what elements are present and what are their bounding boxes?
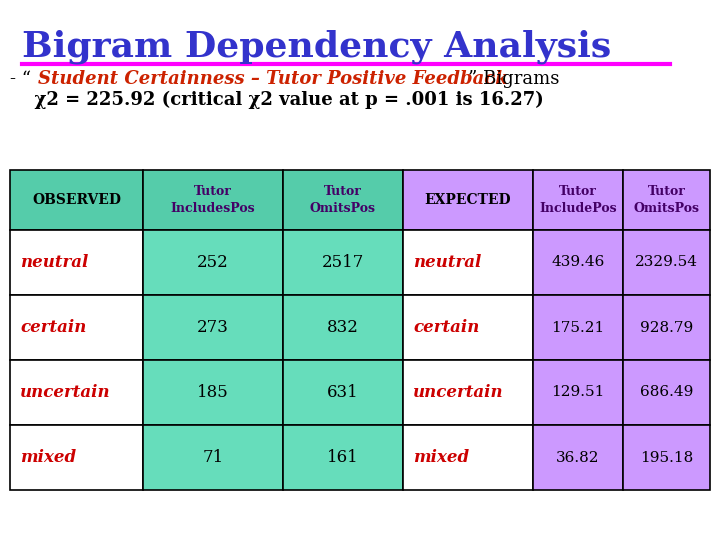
Text: χ2 = 225.92 (critical χ2 value at p = .001 is 16.27): χ2 = 225.92 (critical χ2 value at p = .0… <box>22 91 544 109</box>
Bar <box>533 170 623 230</box>
Bar <box>623 230 710 295</box>
Text: ” Bigrams: ” Bigrams <box>468 70 559 88</box>
Bar <box>10 295 143 360</box>
Text: 161: 161 <box>327 449 359 466</box>
Bar <box>143 230 283 295</box>
Bar <box>533 425 623 490</box>
Text: Bigram Dependency Analysis: Bigram Dependency Analysis <box>22 30 611 64</box>
Bar <box>403 360 533 425</box>
Bar <box>283 230 403 295</box>
Bar <box>143 170 283 230</box>
Bar <box>403 230 533 295</box>
Bar <box>533 230 623 295</box>
Text: 175.21: 175.21 <box>552 321 605 334</box>
Text: 185: 185 <box>197 384 229 401</box>
Text: 129.51: 129.51 <box>552 386 605 400</box>
Text: 273: 273 <box>197 319 229 336</box>
Bar <box>403 425 533 490</box>
Text: Tutor
OmitsPos: Tutor OmitsPos <box>634 185 700 215</box>
Text: 832: 832 <box>327 319 359 336</box>
Text: uncertain: uncertain <box>413 384 503 401</box>
Bar <box>533 295 623 360</box>
Text: 631: 631 <box>327 384 359 401</box>
Bar <box>623 360 710 425</box>
Bar <box>283 360 403 425</box>
Bar <box>283 170 403 230</box>
Text: Tutor
IncludePos: Tutor IncludePos <box>539 185 617 215</box>
Bar <box>10 230 143 295</box>
Text: certain: certain <box>413 319 480 336</box>
Text: uncertain: uncertain <box>20 384 111 401</box>
Bar <box>283 425 403 490</box>
Bar <box>533 360 623 425</box>
Bar <box>143 295 283 360</box>
Text: 2329.54: 2329.54 <box>635 255 698 269</box>
Bar <box>143 425 283 490</box>
Text: mixed: mixed <box>413 449 469 466</box>
Bar <box>623 425 710 490</box>
Bar <box>143 360 283 425</box>
Text: Tutor
OmitsPos: Tutor OmitsPos <box>310 185 376 215</box>
Text: certain: certain <box>20 319 86 336</box>
Bar <box>403 170 533 230</box>
Text: 252: 252 <box>197 254 229 271</box>
Text: 195.18: 195.18 <box>640 450 693 464</box>
Text: 2517: 2517 <box>322 254 364 271</box>
Text: EXPECTED: EXPECTED <box>425 193 511 207</box>
Text: 686.49: 686.49 <box>640 386 693 400</box>
Bar <box>10 170 143 230</box>
Bar <box>10 425 143 490</box>
Text: neutral: neutral <box>413 254 482 271</box>
Bar <box>623 170 710 230</box>
Text: neutral: neutral <box>20 254 89 271</box>
Text: 71: 71 <box>202 449 224 466</box>
Bar <box>623 295 710 360</box>
Bar <box>10 360 143 425</box>
Text: Student Certainness – Tutor Positive Feedback: Student Certainness – Tutor Positive Fee… <box>38 70 508 88</box>
Text: OBSERVED: OBSERVED <box>32 193 121 207</box>
Text: mixed: mixed <box>20 449 76 466</box>
Text: - “: - “ <box>10 70 31 88</box>
Bar <box>283 295 403 360</box>
Text: Tutor
IncludesPos: Tutor IncludesPos <box>171 185 256 215</box>
Text: 439.46: 439.46 <box>552 255 605 269</box>
Text: 36.82: 36.82 <box>557 450 600 464</box>
Bar <box>403 295 533 360</box>
Text: 928.79: 928.79 <box>640 321 693 334</box>
